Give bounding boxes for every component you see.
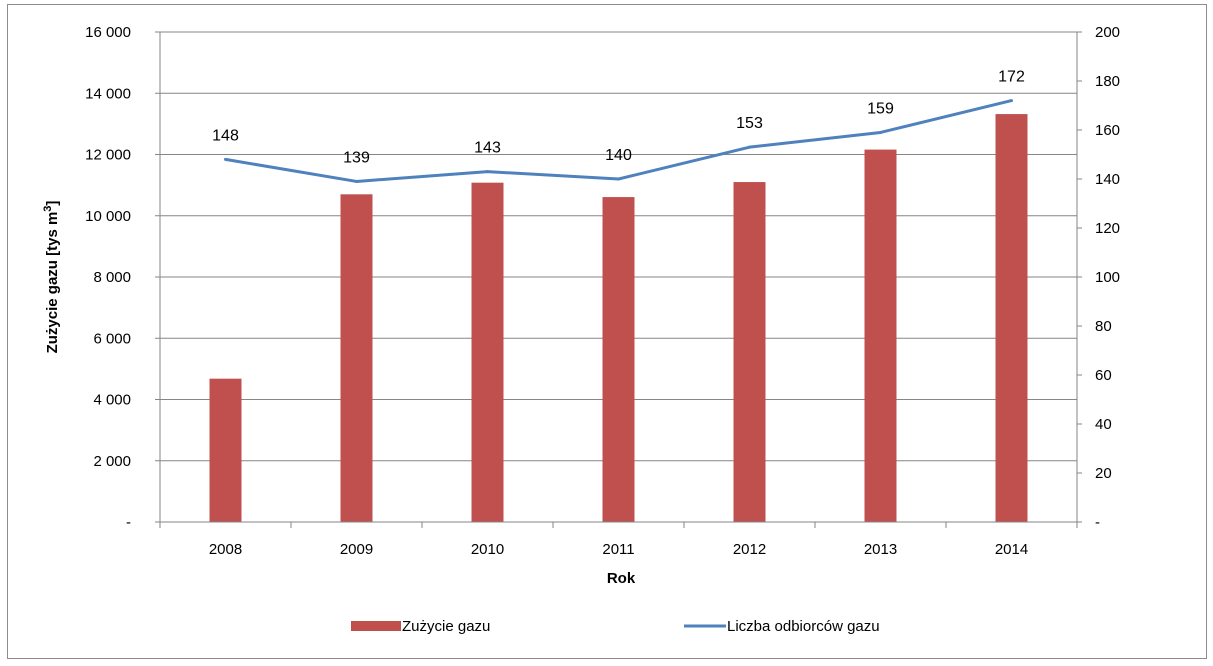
y-tick-label: 14 000 xyxy=(85,85,131,102)
y-axis-title-superscript: 3 xyxy=(42,206,54,212)
legend-swatch-bar xyxy=(351,621,401,631)
line-point xyxy=(355,179,358,183)
bar xyxy=(209,378,242,522)
y2-tick-label: 180 xyxy=(1095,73,1120,90)
bar xyxy=(995,114,1028,522)
line-point xyxy=(1010,99,1013,103)
x-tick-label: 2013 xyxy=(864,541,897,558)
bar xyxy=(602,197,635,522)
y2-tick-label: - xyxy=(1095,514,1100,531)
x-axis-title: Rok xyxy=(607,570,636,587)
line-point xyxy=(224,157,227,161)
y2-tick-label: 200 xyxy=(1095,24,1120,41)
y-tick-label: 10 000 xyxy=(85,208,131,225)
data-labels: 148 139 143 140 153 159 172 xyxy=(212,69,1025,167)
bar xyxy=(864,149,897,522)
x-tick-label: 2014 xyxy=(995,541,1028,558)
y-axis-title-main: Zużycie gazu [tys m xyxy=(44,212,61,354)
y-tick-label: - xyxy=(126,514,131,531)
y2-tick-label: 140 xyxy=(1095,171,1120,188)
x-tick-label: 2012 xyxy=(733,541,766,558)
y2-tick-label: 20 xyxy=(1095,465,1112,482)
line-point xyxy=(879,130,882,134)
y2-tick-label: 40 xyxy=(1095,416,1112,433)
axes xyxy=(159,32,1078,528)
bar xyxy=(340,194,373,522)
line-point xyxy=(486,170,489,174)
bar xyxy=(471,182,504,523)
y-axis-title-end: ] xyxy=(44,201,61,206)
data-label: 153 xyxy=(736,115,763,132)
data-label: 172 xyxy=(998,69,1025,86)
y-tick-label: 6 000 xyxy=(93,330,131,347)
legend-label-bar: Zużycie gazu xyxy=(402,618,490,635)
legend: Zużycie gazu Liczba odbiorców gazu xyxy=(351,618,880,635)
y-tick-label: 2 000 xyxy=(93,453,131,470)
bar xyxy=(733,182,766,522)
y2-tick-label: 100 xyxy=(1095,269,1120,286)
y2-tick-label: 120 xyxy=(1095,220,1120,237)
line-point xyxy=(617,177,620,181)
y2-tick-label: 60 xyxy=(1095,367,1112,384)
data-label: 159 xyxy=(867,100,894,117)
x-tick-label: 2011 xyxy=(602,541,634,558)
y-tick-labels: - 2 000 4 000 6 000 8 000 10 000 12 000 14 000 1… xyxy=(85,24,131,531)
y2-tick-labels: - 20 40 60 80 100 120 140 160 180 200 xyxy=(1095,24,1120,531)
x-tick-label: 2008 xyxy=(209,541,242,558)
y2-tick-label: 160 xyxy=(1095,122,1120,139)
y-tick-label: 4 000 xyxy=(93,392,131,409)
bar-series xyxy=(209,114,1028,523)
line-series xyxy=(224,99,1013,183)
y-tick-label: 8 000 xyxy=(93,269,131,286)
y-tick-label: 16 000 xyxy=(85,24,131,41)
legend-label-line: Liczba odbiorców gazu xyxy=(727,618,880,635)
y-axis-title: Zużycie gazu [tys m3] xyxy=(42,201,61,354)
data-label: 143 xyxy=(474,140,501,157)
data-label: 139 xyxy=(343,149,370,166)
x-tick-label: 2009 xyxy=(340,541,373,558)
x-tick-label: 2010 xyxy=(471,541,504,558)
data-label: 148 xyxy=(212,127,239,144)
data-label: 140 xyxy=(605,147,632,164)
y2-tick-label: 80 xyxy=(1095,318,1112,335)
line-point xyxy=(748,145,751,149)
x-tick-labels: 2008 2009 2010 2011 2012 2013 2014 xyxy=(209,541,1028,558)
y-tick-label: 12 000 xyxy=(85,147,131,164)
